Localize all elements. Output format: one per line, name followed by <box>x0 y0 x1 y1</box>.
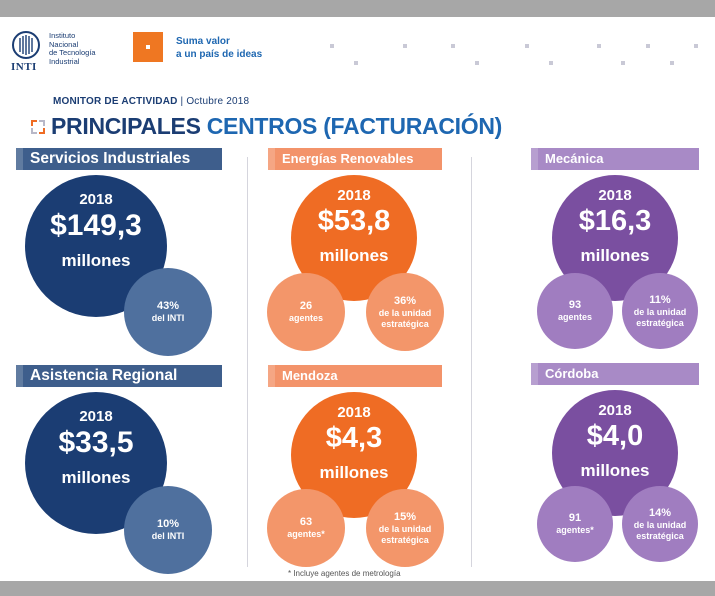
page-title: PRINCIPALES CENTROS (FACTURACIÓN) <box>51 113 502 139</box>
agents-circle-mecanica: 93 agentes <box>537 273 613 349</box>
stat-circle-servicios-industriales: 43% del INTI <box>124 268 212 356</box>
stat-circle-mendoza: 15% de la unidad estratégica <box>366 489 444 567</box>
bracket-icon <box>31 120 45 134</box>
stat-circle-mecanica: 11% de la unidad estratégica <box>622 273 698 349</box>
stat-circle-cordoba: 14% de la unidad estratégica <box>622 486 698 562</box>
agents-circle-mendoza: 63 agentes* <box>267 489 345 567</box>
card-header-servicios-industriales: Servicios Industriales <box>16 148 222 170</box>
brand-square-icon <box>133 32 163 62</box>
card-header-energias-renovables: Energías Renovables <box>268 148 442 170</box>
agents-circle-energias-renovables: 26 agentes <box>267 273 345 351</box>
column-divider <box>247 157 248 567</box>
logo-institution-name: Instituto Nacional de Tecnología Industr… <box>49 31 96 66</box>
footnote: * Incluye agentes de metrología <box>288 569 401 578</box>
bottom-frame-bar <box>0 581 715 596</box>
inti-logo-icon <box>12 31 40 59</box>
card-header-asistencia-regional: Asistencia Regional <box>16 365 222 387</box>
slide: INTI Instituto Nacional de Tecnología In… <box>0 17 715 581</box>
tagline: Suma valor a un país de ideas <box>176 36 263 60</box>
card-header-cordoba: Córdoba <box>531 363 699 385</box>
stat-circle-asistencia-regional: 10% del INTI <box>124 486 212 574</box>
column-divider <box>471 157 472 567</box>
top-frame-bar <box>0 0 715 17</box>
card-header-mecanica: Mecánica <box>531 148 699 170</box>
agents-circle-cordoba: 91 agentes* <box>537 486 613 562</box>
stat-circle-energias-renovables: 36% de la unidad estratégica <box>366 273 444 351</box>
card-header-mendoza: Mendoza <box>268 365 442 387</box>
logo-wordmark: INTI <box>11 61 37 73</box>
monitor-label: MONITOR DE ACTIVIDAD | Octubre 2018 <box>53 96 250 107</box>
